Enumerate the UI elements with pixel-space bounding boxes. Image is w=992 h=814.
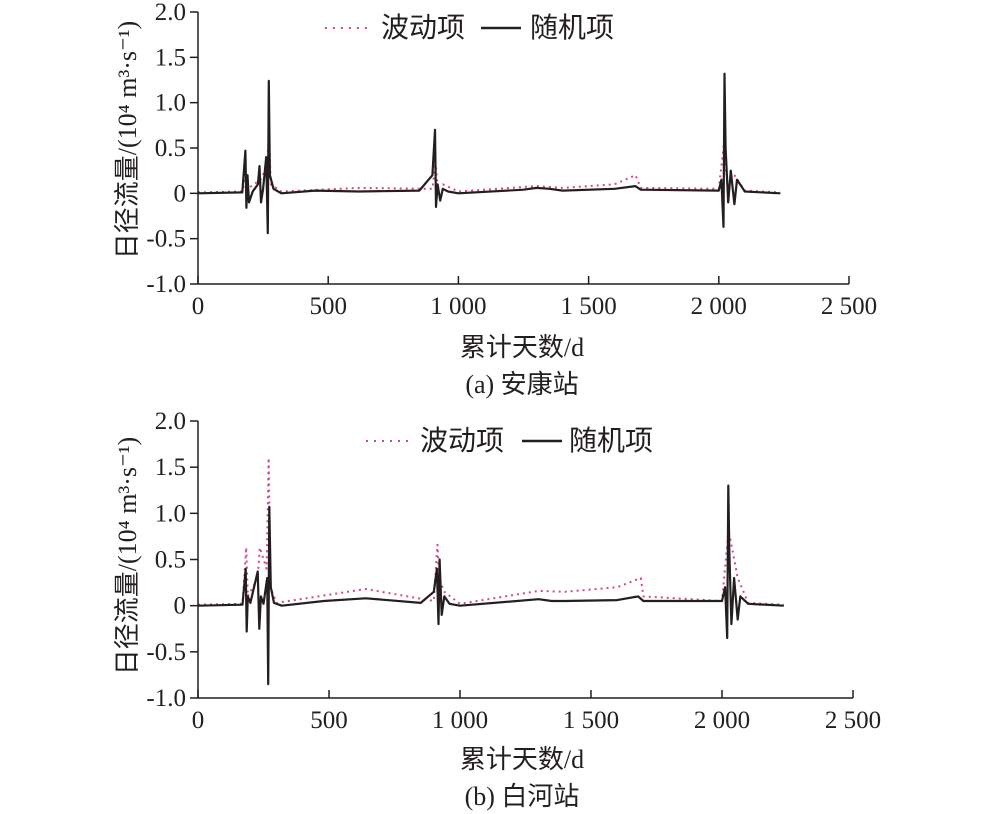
series-layer [197, 456, 784, 686]
y-tick-label: 2.0 [155, 408, 186, 435]
x-tick-label: 500 [309, 293, 347, 320]
x-tick-label: 2 000 [691, 293, 747, 320]
y-tick-label: 1.0 [155, 90, 186, 117]
legend: 波动项 随机项 [366, 425, 653, 457]
y-tick-label: 1.5 [155, 454, 186, 481]
y-tick-label: 1.0 [155, 500, 186, 527]
legend-label-fluct: 波动项 [381, 12, 465, 44]
y-axis-title: 日径流量/(10⁴ m³·s⁻¹) [113, 21, 142, 259]
series-layer [197, 72, 781, 235]
y-tick-label: 0 [174, 593, 187, 620]
x-tick-label: 500 [310, 707, 348, 734]
x-tick-label: 2 000 [694, 707, 750, 734]
x-tick-label: 0 [192, 707, 205, 734]
legend-label-random: 随机项 [530, 12, 614, 44]
axis-layer: 2.01.51.00.50-0.5-1.00 500 1 000 1 500 2 000… [146, 408, 881, 734]
x-tick-label: 1 000 [432, 707, 488, 734]
panel-b: 日径流量/(10⁴ m³·s⁻¹) 波动项 随机项 2.01.51.00.50-… [113, 408, 881, 811]
y-tick-label: 0.5 [155, 135, 186, 162]
y-axis-title: 日径流量/(10⁴ m³·s⁻¹) [113, 437, 142, 675]
y-tick-label: -1.0 [146, 271, 186, 298]
legend-label-fluct: 波动项 [420, 425, 504, 457]
series-random-line [197, 72, 781, 235]
x-tick-label: 2 500 [821, 293, 877, 320]
y-tick-label: -1.0 [146, 685, 186, 712]
x-tick-label: 1 500 [560, 293, 616, 320]
panel-a: 日径流量/(10⁴ m³·s⁻¹) 波动项 随机项 2.01.51.00.50-… [113, 0, 877, 399]
y-tick-label: 0.5 [155, 547, 186, 574]
x-axis-title: 累计天数/d [460, 333, 584, 362]
y-tick-label: 0 [174, 180, 187, 207]
y-tick-label: 1.5 [155, 44, 186, 71]
series-fluct-line [197, 130, 781, 194]
legend-label-random: 随机项 [569, 425, 653, 457]
axis-layer: 2.01.51.00.50-0.5-1.00 500 1 000 1 500 2 000… [146, 0, 877, 320]
x-axis-title: 累计天数/d [460, 745, 584, 774]
x-tick-label: 1 000 [430, 293, 486, 320]
x-tick-label: 2 500 [825, 707, 881, 734]
x-tick-label: 0 [192, 293, 205, 320]
panel-caption: (b) 白河站 [465, 782, 580, 811]
series-fluct-line [197, 456, 784, 606]
y-tick-label: -0.5 [146, 226, 186, 253]
series-random-line [197, 484, 784, 686]
panel-caption: (a) 安康站 [465, 370, 578, 399]
legend: 波动项 随机项 [325, 12, 614, 44]
x-tick-label: 1 500 [563, 707, 619, 734]
y-tick-label: 2.0 [155, 0, 186, 26]
y-tick-label: -0.5 [146, 639, 186, 666]
